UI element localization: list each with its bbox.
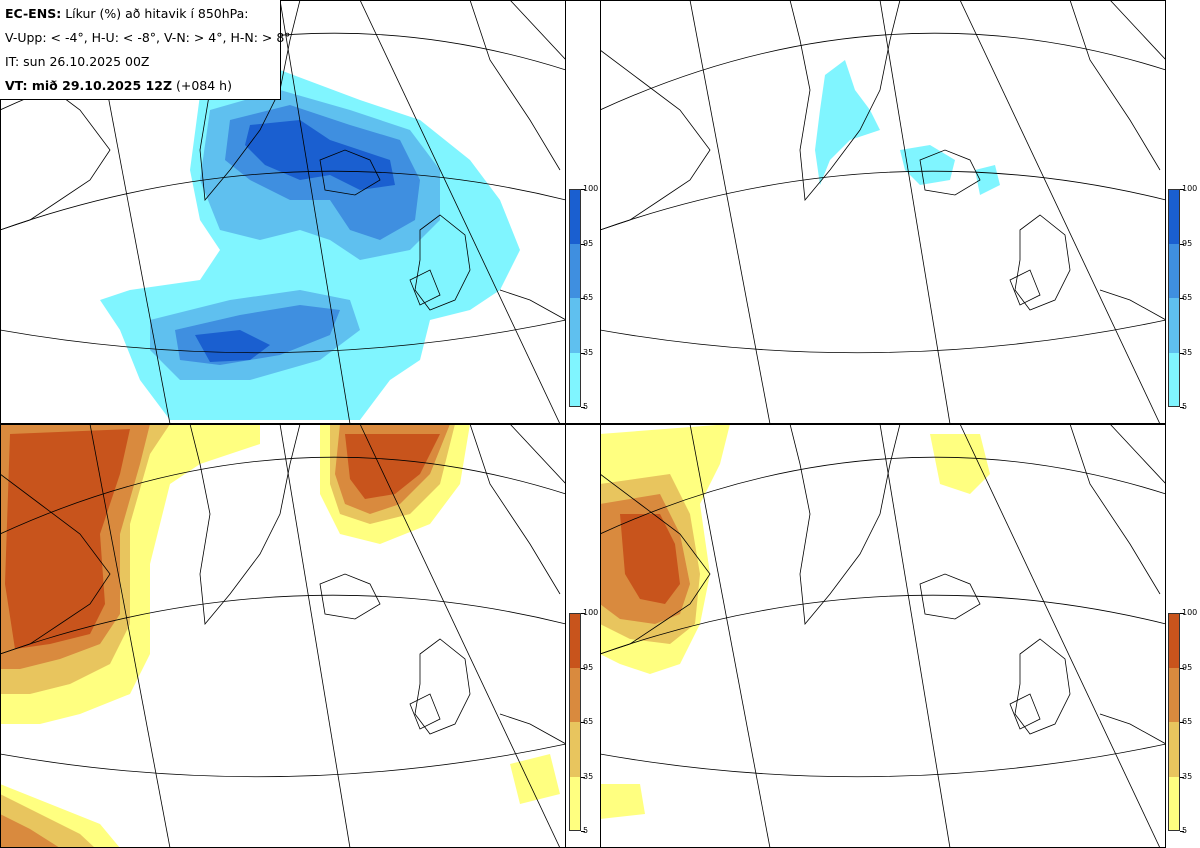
colorbar-tick (1180, 407, 1184, 408)
colorbar-warm-bottom-right: 100 95 65 35 5 (1168, 609, 1197, 835)
coastlines (600, 424, 1166, 745)
colorbar-tick (581, 722, 585, 723)
colorbar-tick (1180, 722, 1184, 723)
colorbar-frame (569, 189, 581, 407)
map-graticule (0, 424, 566, 848)
colorbar-tick (581, 831, 585, 832)
colorbar-segment (569, 776, 581, 831)
colorbar-label: 35 (1182, 347, 1193, 357)
colorbar-segment (569, 298, 581, 353)
map-canvas (0, 0, 566, 424)
colorbar-frame (1168, 613, 1180, 831)
colorbar-segment (569, 352, 581, 407)
probability-fill-warm (600, 424, 990, 819)
colorbar-tick (581, 667, 585, 669)
colorbar-segment (1168, 667, 1180, 722)
colorbar-label: 100 (1182, 608, 1198, 617)
colorbar-label: 95 (1182, 238, 1193, 248)
info-title-line: EC-ENS: Líkur (%) að hitavik í 850hPa: (5, 4, 275, 28)
map-canvas (600, 0, 1166, 424)
colorbar-tick (1180, 831, 1184, 832)
colorbar-tick (581, 243, 585, 245)
probability-fill-cold (100, 70, 520, 420)
map-graticule (600, 0, 1166, 424)
colorbar-cold-top-right: 100 95 65 35 5 (1168, 185, 1197, 411)
colorbar-label: 5 (1182, 826, 1188, 835)
colorbar-tick (581, 776, 585, 778)
colorbar-tick (1180, 243, 1184, 245)
colorbar-segment (1168, 243, 1180, 298)
colorbar-label: 95 (583, 662, 594, 672)
colorbar-segment (569, 722, 581, 777)
colorbar-label: 65 (583, 717, 594, 726)
colorbar-label: 35 (583, 347, 594, 357)
valid-time-line: VT: mið 29.10.2025 12Z (+084 h) (5, 76, 275, 100)
panel-border-left (0, 0, 1, 848)
colorbar-segment (569, 189, 581, 244)
colorbar-warm-bottom-left: 100 95 65 35 5 (569, 609, 598, 835)
colorbar-segment (1168, 189, 1180, 244)
panel-border-mid-right (600, 0, 601, 848)
colorbar-label: 100 (583, 184, 599, 193)
colorbar-frame (569, 613, 581, 831)
panel-border-top (0, 0, 1166, 1)
panel-border-right (1165, 0, 1166, 848)
colorbar-tick (1180, 613, 1184, 614)
threshold-legend: V-Upp: < -4°, H-U: < -8°, V-N: > 4°, H-N… (5, 30, 291, 45)
colorbar-label: 35 (1182, 771, 1193, 781)
colorbar-frame (1168, 189, 1180, 407)
map-title: Líkur (%) að hitavik í 850hPa: (65, 6, 249, 21)
colorbar-tick (1180, 352, 1184, 354)
map-panel-top-right (600, 0, 1166, 424)
colorbar-label: 100 (1182, 184, 1198, 193)
colorbar-segment (1168, 298, 1180, 353)
panel-border-mid-left (565, 0, 566, 848)
coastlines (0, 424, 566, 745)
init-time: IT: sun 26.10.2025 00Z (5, 54, 150, 69)
colorbar-label: 5 (583, 402, 589, 411)
colorbar-tick (1180, 298, 1184, 299)
colorbar-label: 65 (1182, 717, 1193, 726)
probability-fill-warm (0, 424, 560, 848)
colorbar-tick (1180, 667, 1184, 669)
map-canvas (0, 424, 566, 848)
colorbar-tick (581, 189, 585, 190)
colorbar-cold-top-left: 100 95 65 35 5 (569, 185, 598, 411)
colorbar-label: 100 (583, 608, 599, 617)
colorbar-tick (581, 613, 585, 614)
panel-divider-horizontal (0, 423, 1166, 425)
colorbar-segment (1168, 722, 1180, 777)
colorbar-tick (1180, 776, 1184, 778)
map-panel-top-left (0, 0, 566, 424)
colorbar-segment (1168, 613, 1180, 668)
colorbar-segment (1168, 352, 1180, 407)
colorbar-tick (581, 407, 585, 408)
colorbar-label: 5 (1182, 402, 1188, 411)
colorbar-segment (569, 667, 581, 722)
colorbar-label: 65 (1182, 293, 1193, 302)
colorbar-segment (1168, 776, 1180, 831)
colorbar-segment (569, 613, 581, 668)
map-panel-bottom-right (600, 424, 1166, 848)
lead-time: (+084 h) (176, 78, 232, 93)
valid-time: VT: mið 29.10.2025 12Z (5, 78, 173, 93)
colorbar-label: 95 (583, 238, 594, 248)
model-name: EC-ENS: (5, 6, 62, 21)
colorbar-label: 95 (1182, 662, 1193, 672)
coastlines (600, 0, 1166, 321)
map-canvas (600, 424, 1166, 848)
colorbar-label: 35 (583, 771, 594, 781)
probability-fill-cold (815, 60, 1000, 195)
colorbar-label: 65 (583, 293, 594, 302)
map-panel-bottom-left (0, 424, 566, 848)
colorbar-tick (1180, 189, 1184, 190)
map-info-box: EC-ENS: Líkur (%) að hitavik í 850hPa: V… (0, 0, 291, 100)
colorbar-segment (569, 243, 581, 298)
colorbar-tick (581, 352, 585, 354)
colorbar-label: 5 (583, 826, 589, 835)
colorbar-tick (581, 298, 585, 299)
